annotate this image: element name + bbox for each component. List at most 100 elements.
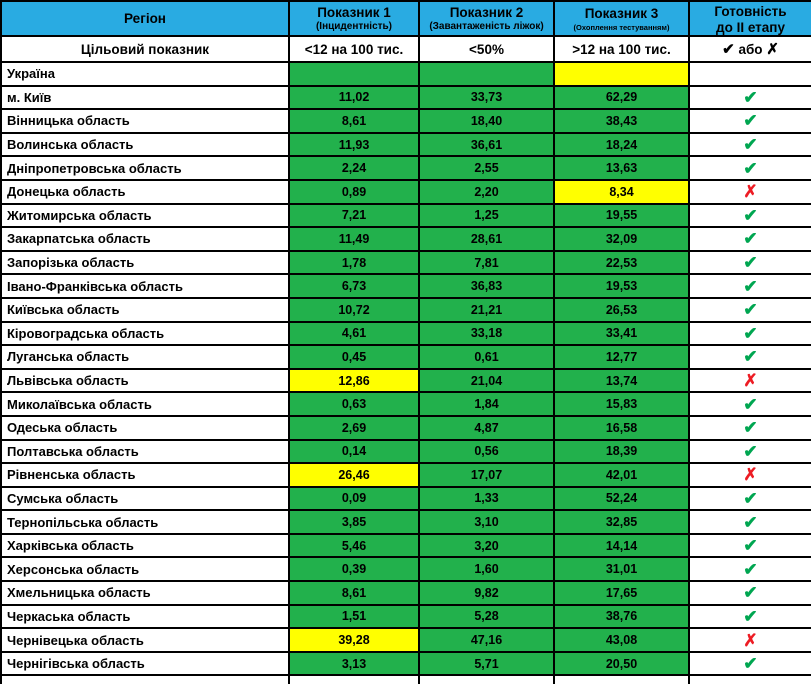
region-name-cell: Львівська область xyxy=(0,367,290,394)
indicator1-value-cell: 0,39 xyxy=(288,556,420,583)
indicator3-value-cell: 20,50 xyxy=(553,650,690,677)
indicator2-value-cell: 28,61 xyxy=(418,226,555,252)
indicator1-value-cell: 0,45 xyxy=(288,344,420,370)
indicator3-value-cell: 15,83 xyxy=(553,391,690,417)
partial-bottom-row xyxy=(0,674,811,684)
region-header-label: Регіон xyxy=(124,11,166,26)
readiness-status-icon: ✔ xyxy=(688,556,811,583)
indicator3-value-cell: 12,77 xyxy=(553,344,690,370)
readiness-status-icon: ✔ xyxy=(688,131,811,158)
indicator3-value-cell: 17,65 xyxy=(553,580,690,606)
table-row: Закарпатська область 11,49 28,61 32,09 ✔ xyxy=(0,226,811,252)
readiness-status-icon: ✔ xyxy=(688,273,811,299)
indicator3-value-cell: 38,43 xyxy=(553,108,690,134)
table-row: Черкаська область 1,51 5,28 38,76 ✔ xyxy=(0,603,811,630)
indicator3-value-cell: 16,58 xyxy=(553,414,690,441)
readiness-status-icon: ✔ xyxy=(688,84,811,111)
indicator2-value-cell: 1,84 xyxy=(418,391,555,417)
table-row: Сумська область 0,09 1,33 52,24 ✔ xyxy=(0,485,811,512)
indicator3-value-cell: 18,24 xyxy=(553,131,690,158)
indicator3-value-cell: 32,09 xyxy=(553,226,690,252)
indicator1-value-cell: 2,69 xyxy=(288,414,420,441)
indicator1-value-cell: 11,93 xyxy=(288,131,420,158)
indicator1-value-cell: 1,78 xyxy=(288,249,420,276)
indicator3-value-cell: 18,39 xyxy=(553,438,690,465)
region-name-cell: Закарпатська область xyxy=(0,226,290,252)
indicator2-value-cell: 2,55 xyxy=(418,155,555,181)
readiness-status-icon: ✔ xyxy=(688,155,811,181)
table-row: Волинська область 11,93 36,61 18,24 ✔ xyxy=(0,131,811,158)
indicator1-subtitle: (Інцидентність) xyxy=(315,21,393,32)
target-indicator2-value: <50% xyxy=(418,35,555,63)
indicator1-value-cell xyxy=(288,61,420,87)
col-header-indicator3: Показник 3 (Охоплення тестуванням) xyxy=(553,0,690,37)
indicator2-value-cell: 0,56 xyxy=(418,438,555,465)
indicator1-value-cell: 0,63 xyxy=(288,391,420,417)
readiness-status-icon: ✔ xyxy=(688,202,811,229)
region-name-cell: Житомирська область xyxy=(0,202,290,229)
indicator2-value-cell: 33,18 xyxy=(418,320,555,347)
col-header-readiness: Готовність до II етапу xyxy=(688,0,811,37)
indicator2-value-cell: 5,28 xyxy=(418,603,555,630)
indicator1-value-cell: 8,61 xyxy=(288,108,420,134)
readiness-status-icon: ✗ xyxy=(688,462,811,488)
or-label: або xyxy=(738,42,763,57)
table-row: Полтавська область 0,14 0,56 18,39 ✔ xyxy=(0,438,811,465)
indicator3-value-cell: 8,34 xyxy=(553,178,690,205)
indicator2-value-cell: 18,40 xyxy=(418,108,555,134)
indicator1-value-cell: 12,86 xyxy=(288,367,420,394)
table-row: Житомирська область 7,21 1,25 19,55 ✔ xyxy=(0,202,811,229)
table-row: Чернігівська область 3,13 5,71 20,50 ✔ xyxy=(0,650,811,677)
readiness-status-icon: ✔ xyxy=(688,438,811,465)
indicator2-value-cell: 36,61 xyxy=(418,131,555,158)
indicator3-value-cell: 32,85 xyxy=(553,509,690,535)
indicator2-value-cell: 3,10 xyxy=(418,509,555,535)
indicator2-value-cell: 1,25 xyxy=(418,202,555,229)
check-icon: ✔ xyxy=(722,41,735,58)
readiness-status-icon: ✔ xyxy=(688,485,811,512)
indicator1-value-cell: 26,46 xyxy=(288,462,420,488)
readiness-status-icon: ✔ xyxy=(688,414,811,441)
readiness-status-icon: ✔ xyxy=(688,580,811,606)
indicator2-value-cell: 36,83 xyxy=(418,273,555,299)
empty-cell xyxy=(688,674,811,684)
readiness-status-icon: ✔ xyxy=(688,603,811,630)
region-name-cell: Черкаська область xyxy=(0,603,290,630)
cross-icon: ✗ xyxy=(766,41,779,58)
region-name-cell: Хмельницька область xyxy=(0,580,290,606)
indicator3-value-cell: 42,01 xyxy=(553,462,690,488)
table-row: Івано-Франківська область 6,73 36,83 19,… xyxy=(0,273,811,299)
readiness-status-cell xyxy=(688,61,811,87)
table-row: Луганська область 0,45 0,61 12,77 ✔ xyxy=(0,344,811,370)
target-indicator3-value: >12 на 100 тис. xyxy=(553,35,690,63)
table-row: Чернівецька область 39,28 47,16 43,08 ✗ xyxy=(0,627,811,653)
indicator1-value-cell: 0,09 xyxy=(288,485,420,512)
indicator1-value-cell: 8,61 xyxy=(288,580,420,606)
region-name-cell: Полтавська область xyxy=(0,438,290,465)
table-row: Дніпропетровська область 2,24 2,55 13,63… xyxy=(0,155,811,181)
indicator1-value-cell: 11,02 xyxy=(288,84,420,111)
readiness-status-icon: ✔ xyxy=(688,108,811,134)
table-row: Миколаївська область 0,63 1,84 15,83 ✔ xyxy=(0,391,811,417)
region-name-cell: Україна xyxy=(0,61,290,87)
table-row: Донецька область 0,89 2,20 8,34 ✗ xyxy=(0,178,811,205)
table-row: Рівненська область 26,46 17,07 42,01 ✗ xyxy=(0,462,811,488)
indicator3-value-cell: 14,14 xyxy=(553,532,690,559)
readiness-status-icon: ✗ xyxy=(688,178,811,205)
readiness-status-icon: ✔ xyxy=(688,344,811,370)
region-name-cell: Івано-Франківська область xyxy=(0,273,290,299)
indicator2-value-cell: 3,20 xyxy=(418,532,555,559)
table-row: Запорізька область 1,78 7,81 22,53 ✔ xyxy=(0,249,811,276)
readiness-status-icon: ✔ xyxy=(688,226,811,252)
indicator2-value-cell: 17,07 xyxy=(418,462,555,488)
indicator1-value-cell: 10,72 xyxy=(288,296,420,323)
table-row: Хмельницька область 8,61 9,82 17,65 ✔ xyxy=(0,580,811,606)
indicator3-value-cell: 22,53 xyxy=(553,249,690,276)
region-name-cell: Миколаївська область xyxy=(0,391,290,417)
table-row: Львівська область 12,86 21,04 13,74 ✗ xyxy=(0,367,811,394)
empty-cell xyxy=(288,674,420,684)
indicator3-value-cell: 31,01 xyxy=(553,556,690,583)
region-name-cell: Київська область xyxy=(0,296,290,323)
col-header-indicator2: Показник 2 (Завантаженість ліжок) xyxy=(418,0,555,37)
target-readiness-legend: ✔ або ✗ xyxy=(688,35,811,63)
